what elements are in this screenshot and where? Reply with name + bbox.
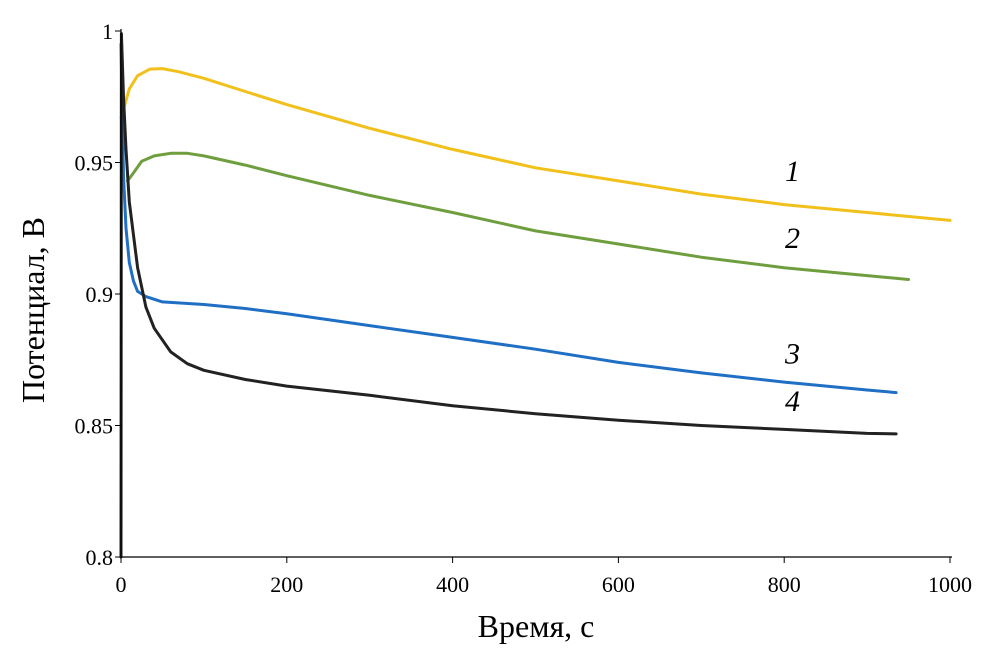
y-tick-label: 0.95: [75, 151, 114, 176]
series-number-label: 3: [784, 338, 800, 371]
series-line-4: [119, 32, 898, 559]
series-number-label: 2: [785, 222, 800, 255]
x-tick-label: 800: [768, 572, 801, 597]
y-tick-label: 0.8: [86, 545, 114, 570]
series-number-label: 4: [785, 385, 800, 418]
y-axis-title: Потенциал, В: [15, 217, 51, 403]
series-line-1: [119, 67, 952, 222]
x-tick-label: 200: [270, 572, 303, 597]
x-axis-title: Время, с: [478, 608, 595, 644]
x-tick-label: 0: [116, 572, 127, 597]
y-tick-label: 0.9: [86, 282, 114, 307]
x-tick-label: 600: [602, 572, 635, 597]
y-tick-label: 1: [102, 19, 113, 44]
y-tick-label: 0.85: [75, 414, 114, 439]
series-number-label: 1: [785, 155, 800, 188]
series-group: [119, 32, 952, 559]
series-line-3: [119, 42, 898, 395]
x-tick-label: 400: [436, 572, 469, 597]
axes-group: [120, 29, 952, 558]
series-line-2: [126, 151, 910, 281]
y-ticks-group: 0.8 0.85 0.9 0.95 1: [75, 19, 121, 570]
x-tick-label: 1000: [928, 572, 972, 597]
x-ticks-group: 0 200 400 600 800 1000: [116, 557, 972, 597]
series-label-group: 1 2 3 4: [784, 155, 800, 418]
